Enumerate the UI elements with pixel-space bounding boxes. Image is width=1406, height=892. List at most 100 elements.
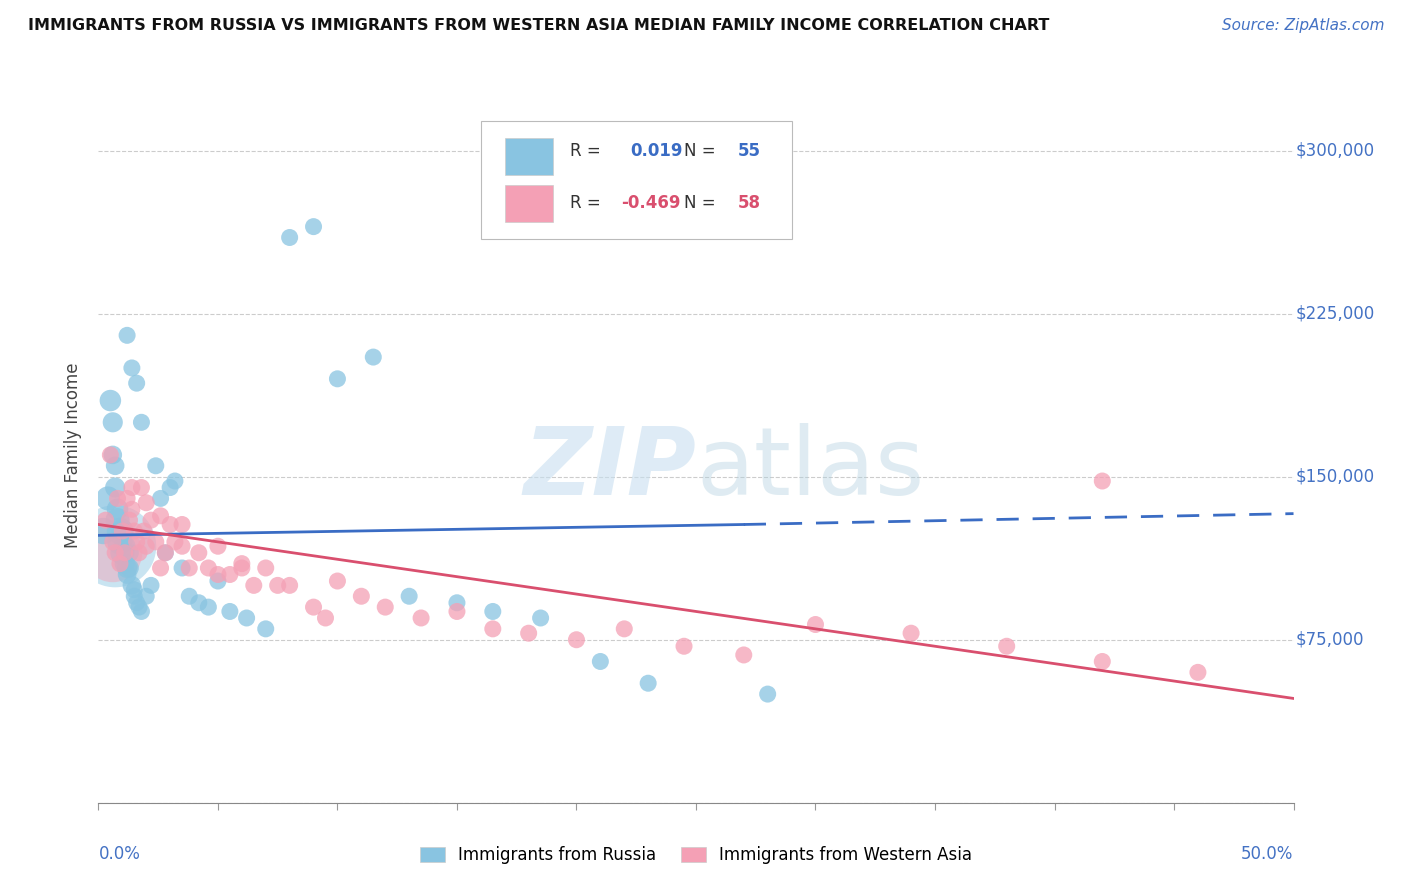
Point: [155, 546, 177, 560]
Text: -0.469: -0.469: [620, 194, 681, 212]
Text: 0.0%: 0.0%: [98, 845, 141, 863]
Point: [111, 524, 134, 538]
Point: [267, 578, 290, 592]
Point: [172, 517, 194, 532]
Legend: Immigrants from Russia, Immigrants from Western Asia: Immigrants from Russia, Immigrants from …: [419, 846, 973, 864]
Point: [804, 617, 827, 632]
Point: [111, 546, 134, 560]
Point: [125, 596, 148, 610]
Point: [101, 546, 124, 560]
Point: [98, 448, 122, 462]
Point: [207, 539, 229, 553]
Point: [529, 611, 551, 625]
Point: [219, 605, 242, 619]
Point: [446, 596, 468, 610]
Point: [326, 372, 349, 386]
Point: [98, 393, 122, 408]
Point: [163, 535, 186, 549]
Point: [159, 517, 181, 532]
Point: [94, 513, 117, 527]
Point: [374, 600, 396, 615]
Point: [254, 561, 277, 575]
Point: [131, 481, 153, 495]
Point: [756, 687, 779, 701]
FancyBboxPatch shape: [481, 121, 792, 239]
Text: 55: 55: [738, 142, 761, 160]
Point: [517, 626, 540, 640]
Point: [121, 481, 143, 495]
Point: [446, 605, 468, 619]
Point: [115, 567, 138, 582]
Point: [108, 535, 131, 549]
Point: [278, 230, 301, 244]
Point: [107, 513, 129, 527]
Text: ZIP: ZIP: [523, 423, 696, 515]
Point: [231, 561, 253, 575]
FancyBboxPatch shape: [505, 186, 553, 222]
Point: [124, 524, 146, 538]
Point: [398, 589, 420, 603]
Point: [124, 589, 146, 603]
Text: N =: N =: [685, 142, 716, 160]
Point: [1091, 655, 1114, 669]
Point: [235, 611, 257, 625]
Point: [302, 219, 325, 234]
Point: [104, 539, 127, 553]
Text: R =: R =: [571, 194, 602, 212]
Point: [613, 622, 636, 636]
Point: [565, 632, 588, 647]
Point: [243, 578, 266, 592]
Y-axis label: Median Family Income: Median Family Income: [65, 362, 83, 548]
Point: [128, 546, 150, 560]
Point: [149, 508, 172, 523]
Point: [172, 539, 194, 553]
Point: [1091, 474, 1114, 488]
Point: [101, 535, 124, 549]
Point: [481, 622, 505, 636]
Text: $75,000: $75,000: [1296, 631, 1364, 648]
Point: [115, 561, 138, 575]
Text: IMMIGRANTS FROM RUSSIA VS IMMIGRANTS FROM WESTERN ASIA MEDIAN FAMILY INCOME CORR: IMMIGRANTS FROM RUSSIA VS IMMIGRANTS FRO…: [28, 18, 1049, 33]
Point: [124, 582, 146, 597]
Point: [121, 502, 143, 516]
Point: [315, 611, 337, 625]
Point: [91, 524, 114, 538]
Point: [97, 491, 120, 506]
Point: [163, 474, 186, 488]
Point: [159, 481, 181, 495]
Point: [673, 639, 696, 653]
Point: [733, 648, 755, 662]
Point: [131, 605, 153, 619]
Point: [589, 655, 612, 669]
Point: [104, 458, 127, 473]
Text: N =: N =: [685, 194, 716, 212]
Text: 50.0%: 50.0%: [1241, 845, 1294, 863]
Point: [302, 600, 325, 615]
Point: [115, 328, 138, 343]
Point: [101, 448, 124, 462]
Text: Source: ZipAtlas.com: Source: ZipAtlas.com: [1222, 18, 1385, 33]
Point: [278, 578, 301, 592]
Point: [108, 557, 131, 571]
Text: 0.019: 0.019: [630, 142, 683, 160]
Text: 58: 58: [738, 194, 761, 212]
Point: [104, 481, 127, 495]
Point: [125, 535, 148, 549]
Point: [131, 415, 153, 429]
Point: [135, 496, 157, 510]
Point: [111, 524, 134, 538]
Point: [900, 626, 922, 640]
Point: [187, 546, 209, 560]
Point: [1187, 665, 1209, 680]
Point: [118, 561, 141, 575]
Point: [118, 513, 141, 527]
Point: [179, 561, 201, 575]
Point: [107, 491, 129, 506]
Point: [197, 600, 219, 615]
Point: [187, 596, 209, 610]
Point: [101, 415, 124, 429]
Point: [149, 491, 172, 506]
Point: [128, 600, 150, 615]
Point: [104, 546, 127, 560]
Point: [135, 589, 157, 603]
